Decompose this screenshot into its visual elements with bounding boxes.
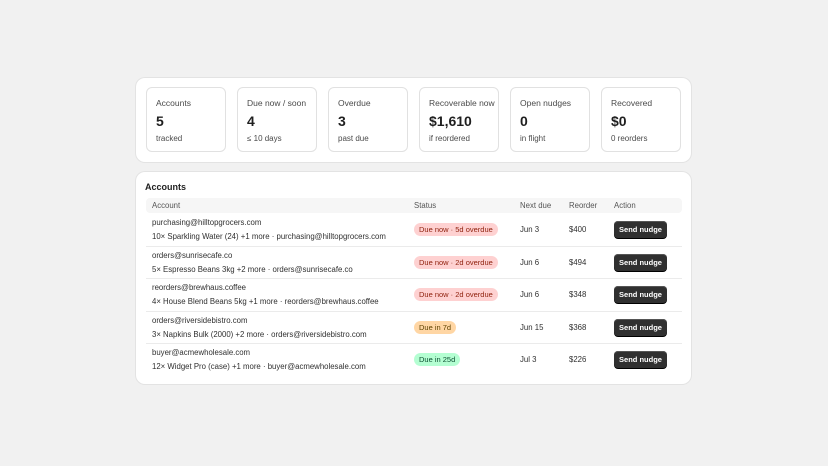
stat-card: Due now / soon 4 ≤ 10 days bbox=[237, 87, 317, 152]
account-email: reorders@brewhaus.coffee bbox=[152, 283, 247, 292]
stat-value: 4 bbox=[247, 113, 255, 129]
account-email: orders@sunrisecafe.co bbox=[152, 250, 233, 260]
stat-card: Accounts 5 tracked bbox=[146, 87, 226, 152]
account-email: buyer@acmewholesale.com bbox=[152, 348, 251, 357]
next-due: Jun 6 bbox=[520, 257, 540, 267]
status-badge: Due now · 2d overdue bbox=[414, 255, 498, 269]
reorder-amount: $400 bbox=[569, 225, 587, 234]
table-header bbox=[146, 198, 682, 213]
reorder-amount: $368 bbox=[569, 322, 587, 332]
reorder-amount: $348 bbox=[569, 290, 587, 299]
next-due: Jun 15 bbox=[520, 322, 544, 332]
account-detail: 3× Napkins Bulk (2000) +2 more · orders@… bbox=[152, 329, 367, 339]
row-divider bbox=[146, 310, 682, 312]
row-divider bbox=[146, 245, 682, 247]
account-email: purchasing@hilltopgrocers.com bbox=[152, 218, 262, 227]
account-detail: 12× Widget Pro (case) +1 more · buyer@ac… bbox=[152, 362, 366, 371]
next-due: Jul 3 bbox=[520, 355, 537, 364]
next-due: Jun 3 bbox=[520, 225, 540, 234]
stat-sub: tracked bbox=[156, 134, 183, 143]
stat-sub: if reordered bbox=[429, 134, 470, 143]
account-detail: 4× House Blend Beans 5kg +1 more · reord… bbox=[152, 297, 379, 306]
stat-value: $0 bbox=[611, 113, 627, 129]
stat-value: 5 bbox=[156, 113, 164, 129]
column-header: Account bbox=[152, 201, 181, 210]
send-nudge-button[interactable]: Send nudge bbox=[614, 253, 667, 271]
stat-sub: past due bbox=[338, 134, 369, 143]
stat-card: Open nudges 0 in flight bbox=[510, 87, 590, 152]
account-detail: 10× Sparkling Water (24) +1 more · purch… bbox=[152, 232, 386, 241]
row-divider bbox=[146, 343, 682, 344]
stat-label: Recovered bbox=[611, 98, 653, 108]
stat-sub: in flight bbox=[520, 134, 546, 143]
reorder-amount: $494 bbox=[569, 257, 587, 267]
summary-card: Accounts 5 tracked Due now / soon 4 ≤ 10 days… bbox=[136, 78, 691, 162]
stat-label: Accounts bbox=[156, 98, 191, 108]
stat-value: $1,610 bbox=[429, 113, 472, 129]
send-nudge-button[interactable]: Send nudge bbox=[614, 286, 667, 303]
account-detail: 5× Espresso Beans 3kg +2 more · orders@s… bbox=[152, 264, 353, 274]
send-nudge-button[interactable]: Send nudge bbox=[614, 318, 667, 336]
status-badge: Due now · 2d overdue bbox=[414, 288, 498, 301]
stat-card: Overdue 3 past due bbox=[328, 87, 408, 152]
stat-sub: 0 reorders bbox=[611, 134, 648, 143]
column-header: Reorder bbox=[569, 201, 598, 210]
status-badge: Due in 7d bbox=[414, 320, 457, 334]
send-nudge-button[interactable]: Send nudge bbox=[614, 351, 667, 368]
stat-card: Recovered $0 0 reorders bbox=[601, 87, 681, 152]
stat-value: 0 bbox=[520, 113, 528, 129]
stat-value: 3 bbox=[338, 113, 346, 129]
column-header: Action bbox=[614, 201, 636, 210]
reorder-amount: $226 bbox=[569, 355, 587, 364]
row-divider bbox=[146, 278, 682, 279]
next-due: Jun 6 bbox=[520, 290, 540, 299]
account-email: orders@riversidebistro.com bbox=[152, 315, 248, 325]
stat-label: Recoverable now bbox=[429, 98, 495, 108]
column-header: Status bbox=[414, 201, 437, 210]
section-title: Accounts bbox=[145, 182, 187, 192]
column-header: Next due bbox=[520, 201, 552, 210]
stat-sub: ≤ 10 days bbox=[247, 134, 282, 143]
stat-label: Overdue bbox=[338, 98, 371, 108]
stat-card: Recoverable now $1,610 if reordered bbox=[419, 87, 499, 152]
stat-label: Open nudges bbox=[520, 98, 572, 108]
status-badge: Due in 25d bbox=[414, 353, 461, 366]
status-badge: Due now · 5d overdue bbox=[414, 223, 498, 236]
stat-label: Due now / soon bbox=[247, 98, 307, 108]
send-nudge-button[interactable]: Send nudge bbox=[614, 221, 667, 238]
